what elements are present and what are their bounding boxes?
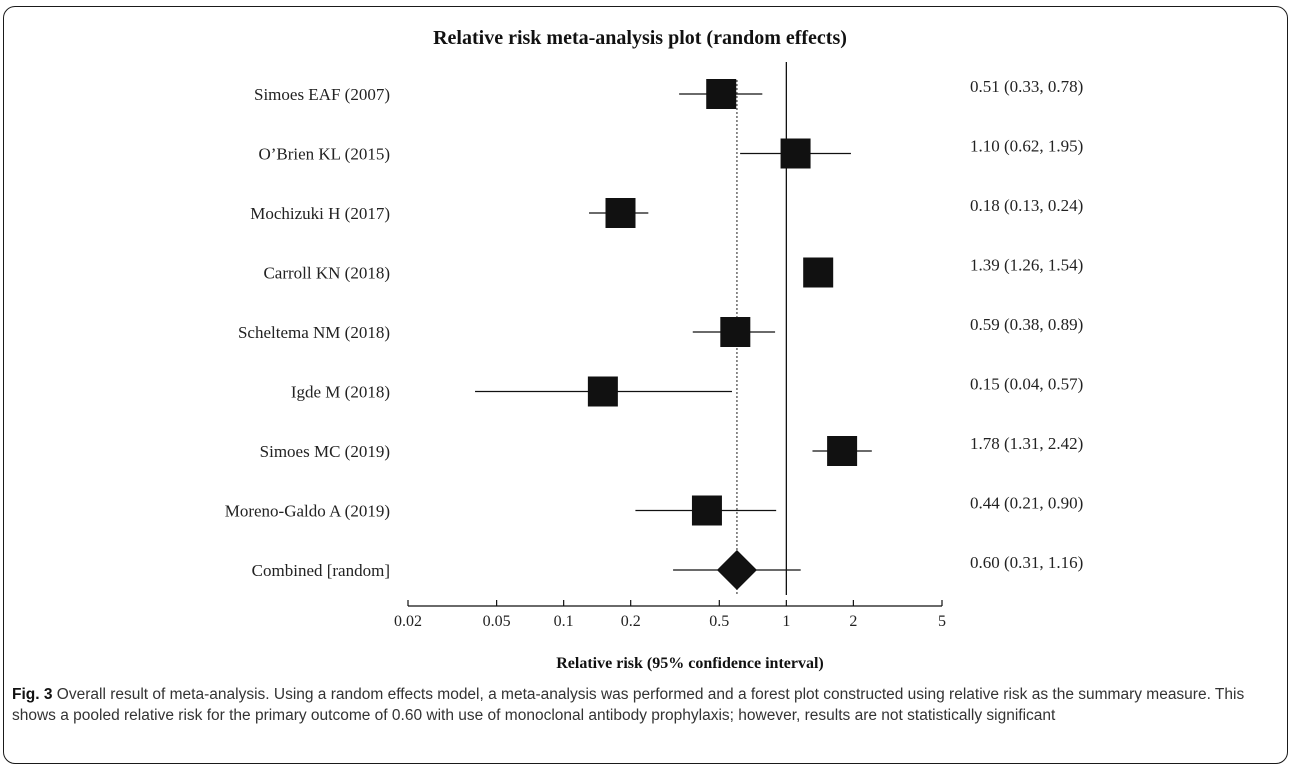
study-name: Simoes EAF (2007) xyxy=(254,85,390,104)
effect-square xyxy=(587,376,618,407)
x-tick-label: 0.1 xyxy=(554,613,574,630)
x-tick-label: 5 xyxy=(938,613,946,630)
x-tick-label: 1 xyxy=(782,613,790,630)
figure-number: Fig. 3 xyxy=(12,686,53,703)
study-name: Simoes MC (2019) xyxy=(260,442,390,461)
figure-caption-text: Overall result of meta-analysis. Using a… xyxy=(12,686,1245,724)
x-axis-label: Relative risk (95% confidence interval) xyxy=(556,655,824,672)
estimate-label: 0.51 (0.33, 0.78) xyxy=(970,77,1083,96)
effect-square xyxy=(605,198,636,228)
effect-square xyxy=(706,79,737,109)
figure-caption: Fig. 3 Overall result of meta-analysis. … xyxy=(12,684,1280,726)
figure-frame xyxy=(3,6,1288,764)
estimate-label: 0.60 (0.31, 1.16) xyxy=(970,553,1083,572)
x-tick-label: 0.5 xyxy=(709,613,729,630)
study-name: Mochizuki H (2017) xyxy=(250,204,390,223)
effect-square xyxy=(691,495,722,526)
x-tick-label: 0.05 xyxy=(483,613,511,630)
combined-row: Combined [random] 0.60 (0.31, 1.16) xyxy=(252,550,1083,590)
effect-square xyxy=(780,138,811,169)
estimate-label: 0.15 (0.04, 0.57) xyxy=(970,375,1083,394)
x-tick-label: 0.02 xyxy=(394,613,422,630)
x-tick-label: 2 xyxy=(849,613,857,630)
chart-title: Relative risk meta-analysis plot (random… xyxy=(433,27,847,49)
forest-plot: Relative risk meta-analysis plot (random… xyxy=(225,27,1084,672)
study-name: Carroll KN (2018) xyxy=(263,264,390,283)
study-name: Igde M (2018) xyxy=(291,383,390,402)
study-name: Combined [random] xyxy=(252,561,390,580)
effect-square xyxy=(720,317,751,347)
study-row: Scheltema NM (2018) 0.59 (0.38, 0.89) xyxy=(238,315,1083,347)
study-row: Simoes EAF (2007) 0.51 (0.33, 0.78) xyxy=(254,77,1083,109)
pooled-diamond xyxy=(716,550,757,590)
estimate-label: 0.59 (0.38, 0.89) xyxy=(970,315,1083,334)
study-name: O’Brien KL (2015) xyxy=(258,145,390,164)
study-row: O’Brien KL (2015) 1.10 (0.62, 1.95) xyxy=(258,137,1083,169)
study-row: Igde M (2018) 0.15 (0.04, 0.57) xyxy=(291,375,1083,407)
x-tick-label: 0.2 xyxy=(621,613,641,630)
estimate-label: 0.18 (0.13, 0.24) xyxy=(970,196,1083,215)
estimate-label: 1.78 (1.31, 2.42) xyxy=(970,434,1083,453)
study-row: Mochizuki H (2017) 0.18 (0.13, 0.24) xyxy=(250,196,1083,228)
estimate-label: 0.44 (0.21, 0.90) xyxy=(970,494,1083,513)
study-row: Moreno-Galdo A (2019) 0.44 (0.21, 0.90) xyxy=(225,494,1083,526)
estimate-label: 1.39 (1.26, 1.54) xyxy=(970,256,1083,275)
effect-square xyxy=(803,257,834,288)
effect-square xyxy=(827,436,858,466)
x-axis: 0.02 0.05 0.1 0.2 0.5 1 2 5 xyxy=(394,600,946,630)
study-name: Scheltema NM (2018) xyxy=(238,323,390,342)
estimate-label: 1.10 (0.62, 1.95) xyxy=(970,137,1083,156)
study-rows: Simoes EAF (2007) 0.51 (0.33, 0.78) O’Brie… xyxy=(225,77,1083,590)
study-row: Simoes MC (2019) 1.78 (1.31, 2.42) xyxy=(260,434,1083,466)
study-name: Moreno-Galdo A (2019) xyxy=(225,502,390,521)
study-row: Carroll KN (2018) 1.39 (1.26, 1.54) xyxy=(263,256,1083,288)
